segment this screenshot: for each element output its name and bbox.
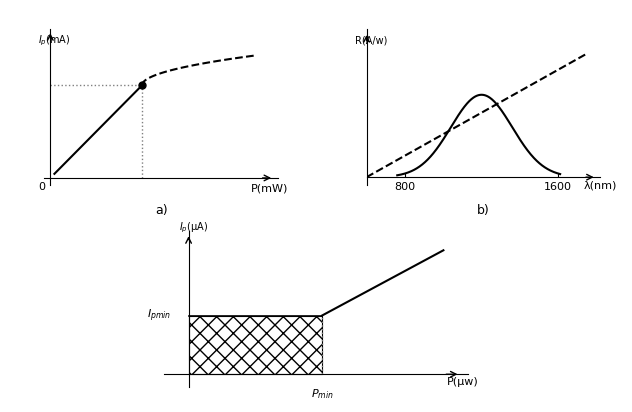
- Text: $I_p$(μA): $I_p$(μA): [179, 220, 208, 235]
- Text: P(μw): P(μw): [447, 377, 478, 387]
- Text: R(A/w): R(A/w): [355, 35, 387, 45]
- Text: P(mW): P(mW): [252, 183, 289, 193]
- Text: $I_{pmin}$: $I_{pmin}$: [147, 307, 172, 324]
- Text: $P_{min}$: $P_{min}$: [311, 387, 334, 401]
- Text: 0: 0: [39, 182, 46, 192]
- Text: a): a): [155, 204, 167, 217]
- Text: λ(nm): λ(nm): [584, 181, 617, 191]
- Text: b): b): [477, 204, 490, 217]
- Bar: [188, 316, 322, 374]
- Text: $I_p$(mA): $I_p$(mA): [38, 33, 71, 48]
